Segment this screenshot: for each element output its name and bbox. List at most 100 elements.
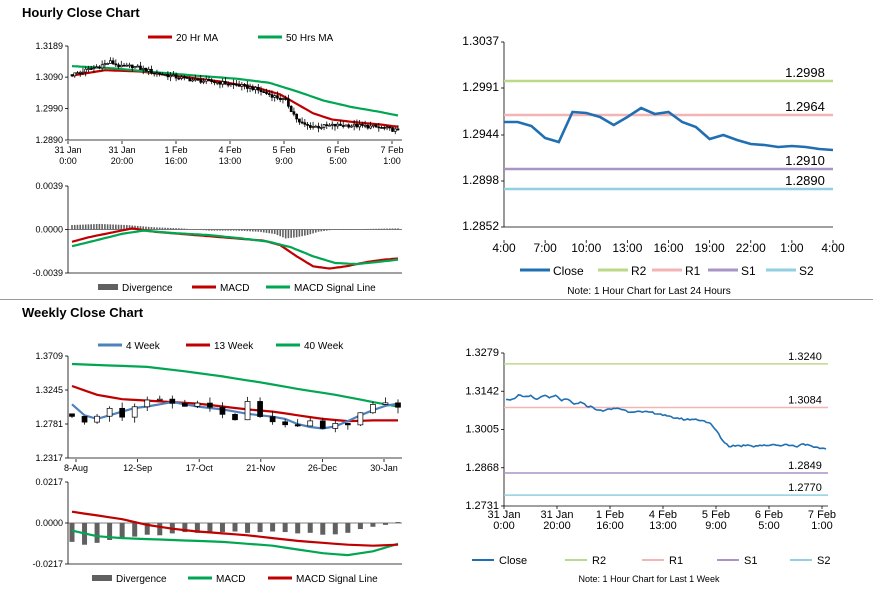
hourly_macd-divergence-bar <box>306 229 309 236</box>
hourly_price-candle-body <box>122 64 126 67</box>
hourly_price-x-tick-label: 5:00 <box>329 156 347 166</box>
hourly_macd-divergence-bar <box>378 228 380 230</box>
hourly_price-candle-body <box>235 83 238 86</box>
hourly_macd-divergence-bar <box>188 229 191 230</box>
hourly_macd-divergence-bar <box>180 228 183 230</box>
hourly-legend-divergence-label: Divergence <box>122 283 173 294</box>
hourly_price-candle-body <box>92 67 96 70</box>
hourly_price-y-tick-label: 1.2990 <box>35 104 63 114</box>
hourly_price-candle-body <box>382 127 386 129</box>
hourly_macd-divergence-bar <box>186 228 188 230</box>
hourly_price-candle-body <box>76 72 79 75</box>
hourly_price-candle-body <box>380 127 383 129</box>
hourly_price-candle-body <box>262 91 266 93</box>
weekly_price-candle-body <box>194 402 201 407</box>
weekly_levels-x-tick-label: 4 Feb <box>649 509 677 521</box>
hourly_price-candle-body <box>213 81 216 84</box>
hourly_price-candle-body <box>314 125 318 128</box>
hourly_price-candle-body <box>358 123 361 128</box>
hourly_price-candle-body <box>103 63 107 66</box>
hourly_price-candle-body <box>224 81 227 85</box>
hourly_levels-close-line <box>504 106 834 152</box>
weekly_levels-y-tick-label: 1.3005 <box>465 424 499 436</box>
hourly_price-candle-body <box>385 126 389 129</box>
hourly_price-candle-body <box>161 73 164 76</box>
hourly_price-x-tick-label: 20:00 <box>111 156 134 166</box>
weekly_macd-y-tick-label: -0.0217 <box>32 559 63 569</box>
hourly_price-candle-body <box>199 79 203 83</box>
hourly_macd-divergence-bar <box>169 227 172 230</box>
hourly_macd-divergence-bar <box>142 226 145 230</box>
hourly_price-x-tick-label: 31 Jan <box>108 145 135 155</box>
weekly_price-candle-body <box>307 420 314 427</box>
hourly_macd-y-tick-label: -0.0039 <box>32 268 63 278</box>
hourly_macd-divergence-bar <box>312 229 314 234</box>
hourly_price-x-tick-label: 1:00 <box>383 156 401 166</box>
hourly-levels-legend-s2-label: S2 <box>799 264 814 278</box>
hourly_macd-divergence-bar <box>334 229 336 230</box>
hourly_macd-divergence-bar <box>350 229 353 230</box>
hourly_price-candle-body <box>155 72 159 75</box>
weekly_price-candle-body <box>395 402 401 408</box>
hourly_price-candle-body <box>232 83 235 86</box>
hourly_macd-divergence-bar <box>295 229 298 238</box>
hourly_price-x-tick-label: 0:00 <box>59 156 77 166</box>
weekly_price-candle-body <box>144 399 151 408</box>
hourly_macd-divergence-bar <box>282 229 284 238</box>
hourly_price-candle-body <box>273 95 277 98</box>
weekly-levels-legend-s1-label: S1 <box>744 555 757 567</box>
hourly_macd-divergence-bar <box>73 224 76 230</box>
weekly_levels-s2-level-label: 1.2770 <box>788 482 822 494</box>
hourly_price-candle-body <box>78 71 82 74</box>
hourly_price-candle-body <box>347 124 351 128</box>
hourly_price-y-tick-label: 1.3189 <box>35 41 63 51</box>
hourly_price-candle-body <box>147 68 151 72</box>
hourly_macd-divergence-bar <box>284 229 287 239</box>
hourly_macd-divergence-bar <box>268 229 271 234</box>
hourly_price-candle-body <box>352 123 356 127</box>
hourly_macd-divergence-bar <box>358 229 361 230</box>
weekly_price-candle-body <box>106 407 113 417</box>
hourly_price-candle-body <box>166 74 170 78</box>
hourly_price-candle-body <box>361 123 364 126</box>
hourly_macd-divergence-bar <box>208 229 210 231</box>
hourly_price-ma20-line <box>71 69 399 128</box>
hourly_price-candle-body <box>289 105 293 113</box>
hourly_macd-divergence-bar <box>123 224 125 230</box>
weekly_price-candle-body <box>294 424 301 427</box>
weekly_macd-divergence-bar <box>382 523 388 525</box>
hourly_macd-divergence-bar <box>364 228 366 230</box>
hourly_macd-divergence-bar <box>391 228 394 230</box>
weekly-levels-legend-s2-label: S2 <box>817 555 830 567</box>
hourly_price-candle-body <box>237 84 241 87</box>
hourly_levels-y-tick-label: 1.2898 <box>462 173 499 187</box>
hourly_macd-y-tick-label: 0.0000 <box>35 225 63 235</box>
weekly_levels-x-tick-label: 5:00 <box>758 520 779 532</box>
hourly_price-candle-body <box>259 89 263 92</box>
hourly_macd-divergence-bar <box>325 229 328 231</box>
weekly_levels-y-tick-label: 1.2731 <box>465 500 499 512</box>
weekly_macd-divergence-bar <box>232 523 238 532</box>
weekly_levels-close-line <box>505 394 827 450</box>
hourly_macd-divergence-bar <box>369 228 372 230</box>
hourly_macd-divergence-bar <box>265 229 268 233</box>
hourly_price-candle-body <box>243 84 246 86</box>
hourly_macd-divergence-bar <box>178 228 180 230</box>
hourly_macd-divergence-bar <box>276 229 279 236</box>
hourly_macd-divergence-bar <box>367 228 369 230</box>
weekly-levels-legend-close-label: Close <box>499 555 527 567</box>
weekly_macd-macd-line <box>71 529 399 557</box>
hourly-levels-note: Note: 1 Hour Chart for Last 24 Hours <box>567 286 730 297</box>
hourly_price-candle-body <box>339 123 342 126</box>
hourly_price-candle-body <box>295 113 298 120</box>
weekly_price-candle-body <box>357 412 364 426</box>
weekly_macd-y-tick-label: 0.0000 <box>35 518 63 528</box>
hourly_price-candle-body <box>284 98 288 100</box>
hourly_macd-divergence-bar <box>254 229 257 232</box>
hourly_macd-divergence-bar <box>202 229 205 231</box>
weekly_macd-divergence-bar <box>107 523 113 541</box>
hourly_macd-divergence-bar <box>145 226 147 230</box>
weekly_price-candle-body <box>257 401 263 417</box>
hourly_price-candle-body <box>150 68 153 74</box>
weekly_macd-divergence-bar <box>94 523 100 543</box>
